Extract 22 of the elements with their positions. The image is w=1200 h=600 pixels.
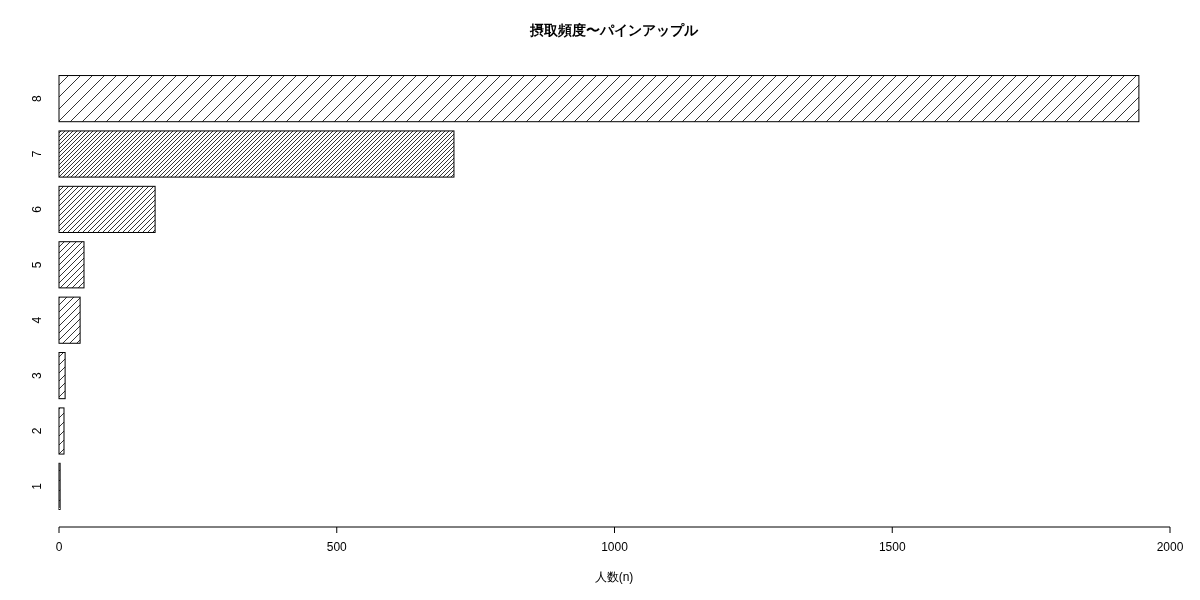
x-axis-title: 人数(n) — [594, 570, 634, 584]
x-tick-label: 0 — [55, 540, 63, 554]
y-tick-label: 2 — [30, 427, 44, 435]
y-tick-label: 3 — [30, 371, 44, 379]
bar — [58, 241, 85, 289]
x-tick-label: 1000 — [601, 540, 629, 554]
bar — [58, 130, 455, 178]
y-tick-label: 5 — [30, 261, 44, 269]
bar — [58, 407, 65, 455]
bar — [58, 185, 156, 233]
y-tick-label: 4 — [30, 316, 44, 324]
y-tick-label: 6 — [30, 205, 44, 213]
x-tick-label: 2000 — [1156, 540, 1184, 554]
chart-title: 摂取頻度〜パインアップル — [529, 22, 699, 38]
bar — [58, 75, 1140, 123]
x-tick-label: 500 — [326, 540, 348, 554]
bar — [58, 352, 66, 400]
y-tick-label: 8 — [30, 94, 44, 102]
x-tick-label: 1500 — [878, 540, 906, 554]
bar — [58, 296, 81, 344]
y-tick-label: 1 — [30, 482, 44, 490]
y-tick-label: 7 — [30, 150, 44, 158]
